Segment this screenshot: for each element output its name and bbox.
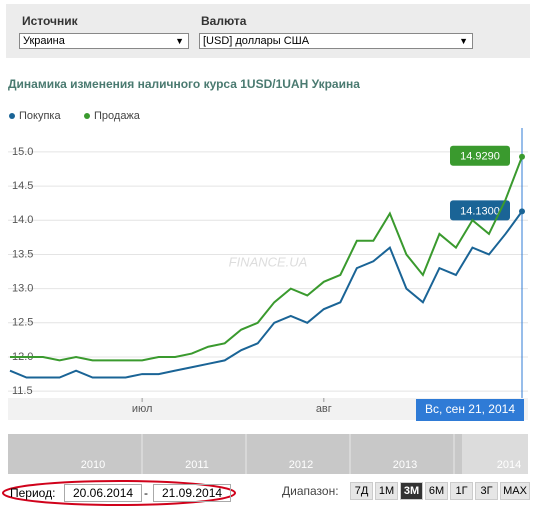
last-point: [519, 153, 525, 160]
period-ellipse: [2, 480, 236, 506]
series-line: [10, 156, 523, 362]
y-tick-label: 14.5: [12, 180, 33, 192]
legend-marker: [84, 113, 90, 119]
y-tick-label: 12.5: [12, 317, 33, 329]
source-select[interactable]: Украина: [19, 33, 189, 49]
value-label-box: [450, 145, 510, 166]
range-button[interactable]: 6М: [425, 482, 448, 500]
range-button[interactable]: 3М: [400, 482, 423, 500]
legend-label: Продажа: [94, 110, 141, 122]
period-separator: -: [144, 486, 148, 500]
navigator-label: 2013: [393, 459, 417, 471]
legend-marker: [9, 113, 15, 119]
x-tick-label: июл: [132, 403, 153, 415]
range-button[interactable]: MAX: [500, 482, 530, 500]
watermark: FINANCE.UA: [229, 254, 308, 269]
value-label-box: [450, 200, 510, 221]
filter-panel: [6, 4, 530, 58]
chart-title: Динамика изменения наличного курса 1USD/…: [8, 77, 360, 91]
series-line: [9, 210, 523, 379]
currency-label: Валюта: [201, 14, 247, 28]
range-button[interactable]: 7Д: [350, 482, 373, 500]
tooltip: Вс, сен 21, 2014: [425, 402, 515, 416]
navigator-window[interactable]: [462, 434, 528, 474]
period-label: Период:: [10, 486, 56, 500]
y-tick-label: 13.5: [12, 248, 33, 260]
y-tick-label: 15.0: [12, 146, 33, 158]
navigator-label: 2011: [185, 459, 209, 471]
period-to[interactable]: 21.09.2014: [153, 484, 232, 502]
y-tick-label: 13.0: [12, 283, 33, 295]
x-tick-label: авг: [316, 403, 332, 415]
range-button[interactable]: 3Г: [475, 482, 498, 500]
tooltip-box: [416, 399, 524, 421]
navigator-label: 2010: [81, 459, 105, 471]
y-tick-label: 14.0: [12, 214, 33, 226]
y-tick-label: 11.5: [12, 385, 33, 397]
navigator-label: 2012: [289, 459, 313, 471]
last-point: [519, 208, 525, 215]
currency-select[interactable]: [USD] доллары США: [199, 33, 473, 49]
x-axis-band: [8, 398, 528, 420]
navigator-label: 2014: [497, 459, 521, 471]
value-label: 14.9290: [460, 151, 500, 163]
source-label: Источник: [22, 14, 78, 28]
chart: Динамика изменения наличного курса 1USD/…: [8, 77, 528, 474]
value-label: 14.1300: [460, 205, 500, 217]
legend-label: Покупка: [19, 110, 61, 122]
period-from[interactable]: 20.06.2014: [64, 484, 143, 502]
navigator: [8, 434, 528, 474]
range-button[interactable]: 1Г: [450, 482, 473, 500]
range-button[interactable]: 1М: [375, 482, 398, 500]
range-label: Диапазон:: [282, 484, 339, 498]
